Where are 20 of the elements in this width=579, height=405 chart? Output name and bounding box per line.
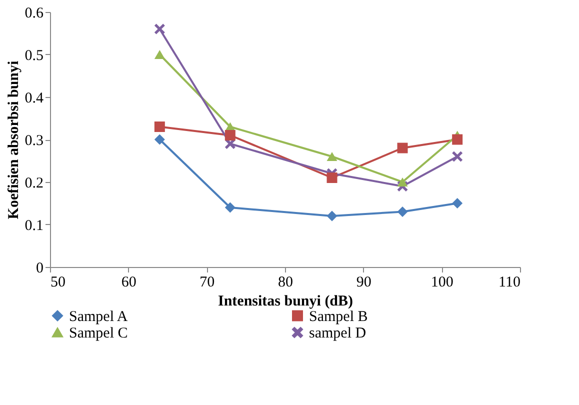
legend-label: Sampel A [69, 308, 128, 325]
y-tick-label: 0.5 [24, 48, 44, 64]
x-tick-label: 90 [356, 274, 372, 290]
legend-label: Sampel B [309, 308, 368, 325]
x-tick-label: 80 [278, 274, 293, 290]
y-tick-label: 0.3 [24, 133, 44, 149]
x-tick-label: 60 [121, 274, 136, 290]
x-tick-label: 50 [50, 274, 66, 290]
x-tick-label: 100 [430, 274, 454, 290]
y-tick-label: 0.4 [24, 90, 44, 106]
y-axis-title: Koefisien absorbsi bunyi [6, 60, 22, 220]
y-tick-label: 0 [36, 260, 44, 276]
legend-label: Sampel C [69, 326, 128, 342]
x-axis-title: Intensitas bunyi (dB) [218, 294, 354, 310]
y-tick-label: 0.1 [24, 218, 44, 234]
y-tick-label: 0.2 [24, 176, 44, 192]
y-tick-label: 0.6 [24, 6, 44, 22]
legend-label: sampel D [309, 326, 366, 342]
x-tick-label: 110 [498, 274, 520, 290]
x-tick-label: 70 [200, 274, 215, 290]
